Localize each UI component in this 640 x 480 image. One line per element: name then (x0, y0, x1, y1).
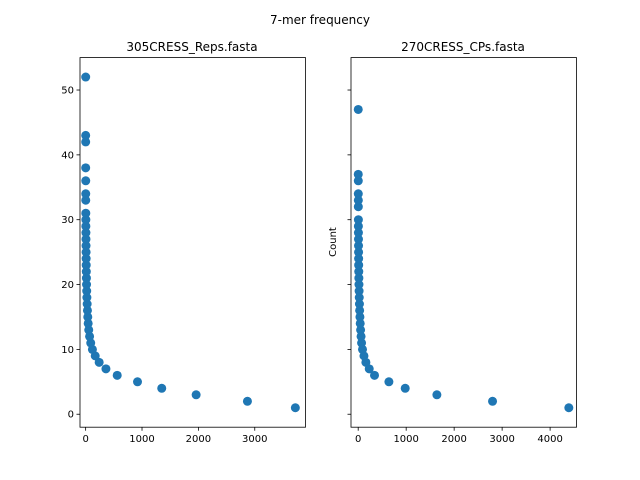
subplot-right-data-point (354, 241, 364, 251)
subplot-right-data-point (353, 221, 363, 231)
subplot-left-data-point (83, 318, 93, 328)
subplot-right-x-tick-label: 4000 (537, 434, 562, 445)
subplot-right-data-point (356, 325, 366, 335)
subplot-right-points (353, 104, 574, 413)
subplot-right-data-point (354, 247, 364, 257)
subplot-right-data-point (370, 370, 380, 380)
subplot-right-y-ticks (347, 89, 351, 415)
subplot-left-points (81, 72, 300, 413)
subplot-left-data-point (81, 208, 91, 218)
subplot-left-data-point (81, 267, 91, 277)
subplot-left-y-ticks: 0 10 20 30 40 50 (61, 86, 80, 421)
subplot-left-y-tick-label: 0 (68, 410, 74, 421)
subplot-right-data-point (354, 273, 364, 283)
subplot-left-data-point (84, 325, 94, 335)
subplot-right-frame (350, 57, 577, 428)
subplot-right-data-point (353, 228, 363, 238)
subplot-right-data-point (357, 338, 367, 348)
subplot-left-data-point (157, 383, 167, 393)
subplot-left-data-point (133, 377, 143, 387)
subplot-left-data-point (81, 195, 91, 205)
subplot-left-data-point (94, 357, 104, 367)
subplot-left-data-point (81, 221, 91, 231)
subplot-right-data-point (355, 312, 365, 322)
subplot-left-data-point (81, 273, 91, 283)
subplot-left-x-tick-label: 0 (82, 434, 88, 445)
subplot-left-x-tick-label: 1000 (129, 434, 154, 445)
subplot-left-data-point (81, 176, 91, 186)
subplot-right-x-tick-label: 1000 (393, 434, 418, 445)
subplot-right-data-point (353, 234, 363, 244)
subplot-left-y-tick-label: 30 (61, 215, 74, 226)
subplot-left-data-point (81, 228, 91, 238)
subplot-right-x-tick-label: 2000 (441, 434, 466, 445)
subplot-right-data-point (354, 299, 364, 309)
subplot-left-data-point (81, 241, 91, 251)
subplot-right-data-point (353, 104, 363, 114)
subplot-right-data-point (353, 202, 363, 212)
subplot-left-data-point (81, 215, 91, 225)
subplot-right-data-point (354, 293, 364, 303)
subplot-right-ylabel: Count (328, 227, 339, 257)
subplot-right-data-point (354, 286, 364, 296)
subplot-left-data-point (82, 305, 92, 315)
subplot-left-data-point (81, 260, 91, 270)
subplot-left-x-tick-label: 3000 (242, 434, 267, 445)
subplot-left-frame (79, 57, 306, 428)
subplot-left-x-ticks: 0 1000 2000 3000 (82, 427, 267, 445)
subplot-right-data-point (353, 169, 363, 179)
figure-suptitle: 7-mer frequency (270, 13, 370, 27)
subplot-left-title: 305CRESS_Reps.fasta (126, 40, 257, 54)
subplot-left-data-point (242, 396, 252, 406)
subplot-right-title: 270CRESS_CPs.fasta (401, 40, 525, 54)
subplot-right-x-tick-label: 3000 (489, 434, 514, 445)
subplot-left-data-point (290, 403, 300, 413)
subplot-left-data-point (81, 163, 91, 173)
subplot-right-data-point (355, 318, 365, 328)
subplot-left-data-point (81, 189, 91, 199)
subplot-right-x-ticks: 0 1000 2000 3000 4000 (355, 427, 563, 445)
subplot-left-y-tick-label: 20 (61, 280, 74, 291)
subplot-left-x-tick-label: 2000 (186, 434, 211, 445)
subplot-left-data-point (82, 286, 92, 296)
subplot-right-data-point (488, 396, 498, 406)
subplot-left-data-point (82, 280, 92, 290)
subplot-right: 270CRESS_CPs.fasta Count 0 1000 2000 3000 40… (328, 40, 577, 445)
subplot-left-data-point (191, 390, 201, 400)
subplot-left-y-tick-label: 10 (61, 345, 74, 356)
subplot-left-data-point (81, 130, 91, 140)
subplot-right-data-point (354, 260, 364, 270)
subplot-left-data-point (81, 247, 91, 257)
subplot-left-data-point (81, 137, 91, 147)
subplot-left-data-point (83, 312, 93, 322)
subplot-right-data-point (353, 189, 363, 199)
subplot-right-data-point (400, 383, 410, 393)
subplot-left-data-point (82, 299, 92, 309)
subplot-right-data-point (353, 215, 363, 225)
subplot-left-data-point (112, 370, 122, 380)
subplot-left: 305CRESS_Reps.fasta 0 10 20 30 40 50 0 1000 200… (61, 40, 306, 445)
subplot-right-data-point (354, 267, 364, 277)
subplot-left-data-point (101, 364, 111, 374)
subplot-right-data-point (353, 195, 363, 205)
subplot-right-data-point (564, 403, 574, 413)
subplot-right-data-point (354, 280, 364, 290)
subplot-right-data-point (384, 377, 394, 387)
subplot-right-data-point (354, 254, 364, 264)
subplot-left-data-point (81, 254, 91, 264)
subplot-left-y-tick-label: 40 (61, 150, 74, 161)
subplot-right-data-point (355, 305, 365, 315)
subplot-right-data-point (432, 390, 442, 400)
subplot-right-data-point (353, 176, 363, 186)
subplot-right-data-point (356, 331, 366, 341)
subplot-left-data-point (81, 72, 91, 82)
subplot-right-x-tick-label: 0 (355, 434, 361, 445)
subplot-left-y-tick-label: 50 (61, 86, 74, 97)
subplot-left-data-point (81, 234, 91, 244)
subplot-left-data-point (82, 293, 92, 303)
